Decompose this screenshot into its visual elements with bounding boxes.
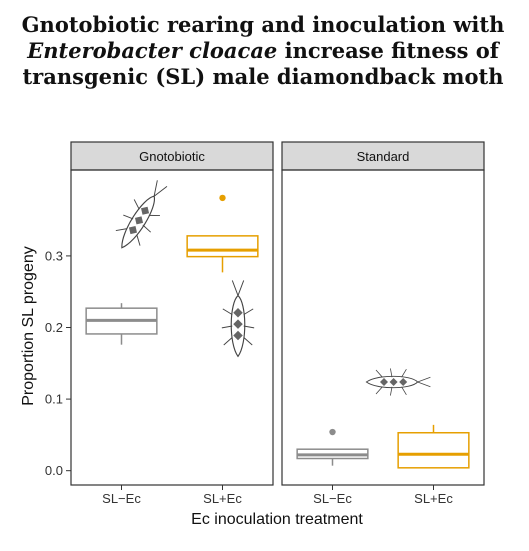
panel-border	[281, 169, 485, 486]
moth-diamond-marking	[379, 377, 388, 387]
x-tick-label: SL+Ec	[203, 491, 242, 506]
box-sl-plus-ec	[397, 424, 470, 469]
x-tick-label: SL−Ec	[102, 491, 141, 506]
moth-antennae	[417, 376, 431, 388]
panel-border	[70, 169, 274, 486]
moth-antennae	[231, 280, 245, 296]
outlier-point	[219, 194, 226, 202]
title-species: Enterobacter cloacae	[26, 38, 277, 63]
moth-diamond-marking	[233, 319, 243, 329]
outlier-point	[329, 428, 336, 436]
y-tick-label: 0.0	[45, 463, 63, 478]
moth-diamond-marking	[233, 330, 243, 341]
panel-standard: Standard SL−Ec SL+Ec	[281, 141, 485, 506]
y-tick-label: 0.3	[45, 248, 63, 263]
moth-antennae	[153, 180, 168, 197]
title-line-2-rest: increase fitness of	[277, 38, 500, 63]
box-iqr	[186, 235, 259, 258]
moth-illustration-wings-spread	[115, 180, 168, 249]
facet-panels: Gnotobiotic SL−Ec SL+Ec Standard SL−Ec SL+Ec	[70, 141, 485, 506]
moth-diamond-marking	[134, 216, 144, 225]
strip-label: Gnotobiotic	[139, 149, 205, 164]
x-axis-label: Ec inoculation treatment	[191, 511, 363, 528]
box-sl-plus-ec	[186, 194, 259, 273]
y-axis-label: Proportion SL progeny	[20, 246, 37, 406]
box-sl-minus-ec	[85, 303, 158, 345]
y-axis: 0.0 0.1 0.2 0.3	[45, 248, 71, 478]
moth-illustration-resting	[221, 280, 255, 358]
moth-illustration-side	[365, 368, 431, 396]
moth-diamond-marking	[128, 226, 137, 235]
box-sl-minus-ec	[296, 428, 369, 466]
title-line-1: Gnotobiotic rearing and inoculation with	[22, 12, 505, 37]
x-tick-label: SL+Ec	[414, 491, 453, 506]
y-tick-label: 0.1	[45, 392, 63, 407]
panel-gnotobiotic: Gnotobiotic SL−Ec SL+Ec	[70, 141, 274, 506]
strip-label: Standard	[357, 149, 410, 164]
moth-legs	[221, 308, 255, 346]
title-line-2: Enterobacter cloacae increase fitness of	[26, 38, 500, 63]
y-tick-label: 0.2	[45, 320, 63, 335]
box-iqr	[397, 431, 470, 469]
moth-legs	[375, 368, 407, 396]
moth-diamond-marking	[233, 307, 243, 318]
title-line-3: transgenic (SL) male diamondback moth	[22, 64, 503, 89]
moth-diamond-marking	[141, 206, 150, 215]
strip-background	[70, 141, 274, 171]
x-tick-label: SL−Ec	[313, 491, 352, 506]
moth-legs	[115, 199, 160, 246]
